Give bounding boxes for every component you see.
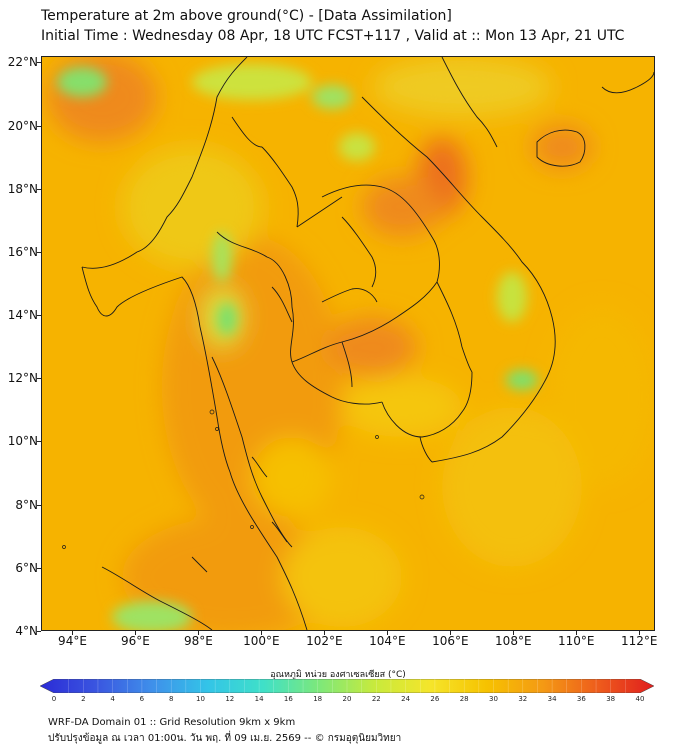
- colorbar-tick-label: 12: [225, 695, 235, 703]
- lon-tick-mark: [135, 631, 137, 635]
- colorbar-tick-label: 22: [371, 695, 381, 703]
- lon-tick-label: 104°E: [369, 634, 406, 648]
- lat-tick-mark: [37, 125, 41, 127]
- lon-tick-label: 108°E: [495, 634, 532, 648]
- colorbar: [39, 678, 655, 694]
- lat-tick-mark: [37, 441, 41, 443]
- colorbar-tick-label: 40: [635, 695, 645, 703]
- colorbar-tick-label: 0: [51, 695, 57, 703]
- colorbar-tick-label: 16: [283, 695, 293, 703]
- colorbar-tick-label: 10: [196, 695, 205, 703]
- colorbar-tick-label: 4: [110, 695, 115, 703]
- lat-tick-mark: [37, 188, 41, 190]
- lat-tick-mark: [37, 567, 41, 569]
- lon-tick-mark: [450, 631, 452, 635]
- lon-tick-mark: [261, 631, 263, 635]
- temperature-map: [41, 56, 655, 631]
- lat-tick-label: 18°N: [7, 181, 38, 196]
- lon-tick-mark: [639, 631, 641, 635]
- colorbar-tick-label: 28: [459, 695, 469, 703]
- colorbar-tick-label: 30: [489, 695, 498, 703]
- lon-tick-mark: [513, 631, 515, 635]
- lon-tick-mark: [576, 631, 578, 635]
- colorbar-tick-label: 36: [576, 695, 586, 703]
- colorbar-tick-label: 20: [342, 695, 352, 703]
- colorbar-tick-label: 2: [81, 695, 86, 703]
- colorbar-tick-label: 32: [518, 695, 528, 703]
- lat-tick-label: 10°N: [7, 434, 38, 449]
- colorbar-tick-label: 14: [254, 695, 264, 703]
- colorbar-tick-label: 34: [547, 695, 557, 703]
- lon-tick-label: 96°E: [121, 634, 150, 648]
- lon-tick-mark: [324, 631, 326, 635]
- temperature-field: [42, 57, 654, 630]
- lon-tick-label: 94°E: [58, 634, 87, 648]
- map-title: Temperature at 2m above ground(°C) - [Da…: [41, 6, 624, 46]
- lat-tick-label: 16°N: [7, 244, 38, 259]
- lat-tick-label: 4°N: [15, 624, 38, 638]
- small-islands: [62, 409, 425, 549]
- field-blobs: [47, 57, 654, 630]
- lon-tick-label: 110°E: [558, 634, 595, 648]
- lon-tick-label: 98°E: [183, 634, 213, 648]
- colorbar-svg: [39, 678, 655, 694]
- colorbar-tick-label: 38: [606, 695, 616, 703]
- title-line-2: Initial Time : Wednesday 08 Apr, 18 UTC …: [41, 28, 625, 44]
- lat-tick-mark: [37, 251, 41, 253]
- footer-line-2: ปรับปรุงข้อมูล ณ เวลา 01:00น. วัน พฤ. ที…: [48, 733, 402, 744]
- colorbar-tick-label: 24: [401, 695, 411, 703]
- lat-tick-label: 6°N: [15, 560, 38, 575]
- lon-tick-mark: [198, 631, 200, 635]
- lat-tick-mark: [37, 62, 41, 64]
- lat-tick-mark: [37, 315, 41, 317]
- coastlines-and-borders: [81, 57, 654, 630]
- colorbar-tick-label: 26: [430, 695, 440, 703]
- lat-tick-label: 14°N: [7, 308, 38, 323]
- lat-tick-mark: [37, 631, 41, 632]
- lon-tick-mark: [387, 631, 389, 635]
- colorbar-tick-label: 18: [313, 695, 323, 703]
- field-cool-spots: [57, 64, 538, 630]
- colorbar-tick-label: 6: [139, 695, 145, 703]
- lat-tick-label: 12°N: [7, 371, 38, 386]
- title-line-1: Temperature at 2m above ground(°C) - [Da…: [41, 8, 452, 24]
- lon-tick-label: 100°E: [243, 634, 280, 648]
- lon-tick-mark: [72, 631, 74, 635]
- lat-tick-label: 20°N: [7, 118, 38, 133]
- lat-tick-mark: [37, 504, 41, 506]
- colorbar-segments: [68, 679, 626, 693]
- lon-tick-label: 102°E: [306, 634, 343, 648]
- lon-tick-label: 106°E: [432, 634, 469, 648]
- colorbar-tick-label: 8: [168, 695, 174, 703]
- lat-tick-mark: [37, 378, 41, 380]
- lon-tick-label: 112°E: [621, 634, 658, 648]
- lat-tick-label: 22°N: [7, 55, 38, 70]
- footer-line-1: WRF-DA Domain 01 :: Grid Resolution 9km …: [48, 717, 296, 728]
- colorbar-label: อุณหภูมิ หน่วย องศาเซลเซียส (°C): [270, 670, 406, 680]
- lat-tick-label: 8°N: [15, 497, 38, 512]
